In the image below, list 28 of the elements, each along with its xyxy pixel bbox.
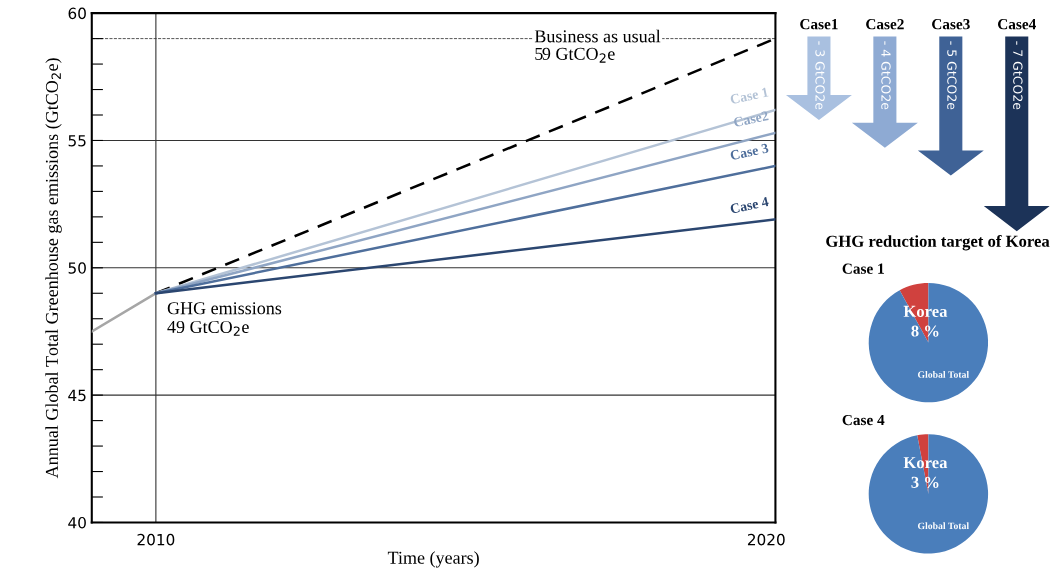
slice-label: Global Total	[917, 371, 969, 378]
data-label: - 5 GtCO2e	[947, 41, 957, 110]
y-tick-label: 40	[68, 516, 86, 529]
chart-title: Case 4	[842, 414, 885, 426]
category-label: Case4	[997, 19, 1036, 30]
y-tick-label: 60	[68, 7, 86, 20]
data-label: - 7 GtCO2e	[1013, 41, 1023, 110]
text: Case 4	[729, 196, 770, 214]
annotation: Business as usual 59 GtCO$_{2}$e	[534, 29, 661, 63]
y-tick-label: 50	[68, 262, 86, 274]
category-label: Case2	[866, 19, 904, 30]
chart-title: GHG reduction target of Korea	[826, 234, 1050, 251]
y-tick-label: 55	[68, 135, 86, 147]
category-label: Case1	[800, 19, 838, 30]
chart-subtitle: Case 1	[842, 263, 884, 274]
slice-label: Global Total	[917, 522, 969, 530]
x-tick-label: 2020	[747, 533, 785, 546]
text: Case2	[733, 110, 769, 128]
annotation: GHG emissions 49 GtCO$_{2}$e	[167, 302, 282, 336]
text: Case 1	[729, 87, 769, 105]
y-tick-label: 45	[68, 389, 86, 402]
data-label: - 3 GtCO2e	[815, 41, 825, 110]
x-axis-title: Time (years)	[387, 551, 479, 568]
y-axis-title: Annual Global Total Greenhouse gas emissions (GtCO$_{2}$e)	[45, 58, 62, 479]
x-tick-label: 2010	[137, 533, 175, 546]
data-label: - 4 GtCO2e	[881, 41, 891, 110]
text: Case 3	[729, 143, 769, 161]
category-label: Case3	[932, 19, 970, 30]
